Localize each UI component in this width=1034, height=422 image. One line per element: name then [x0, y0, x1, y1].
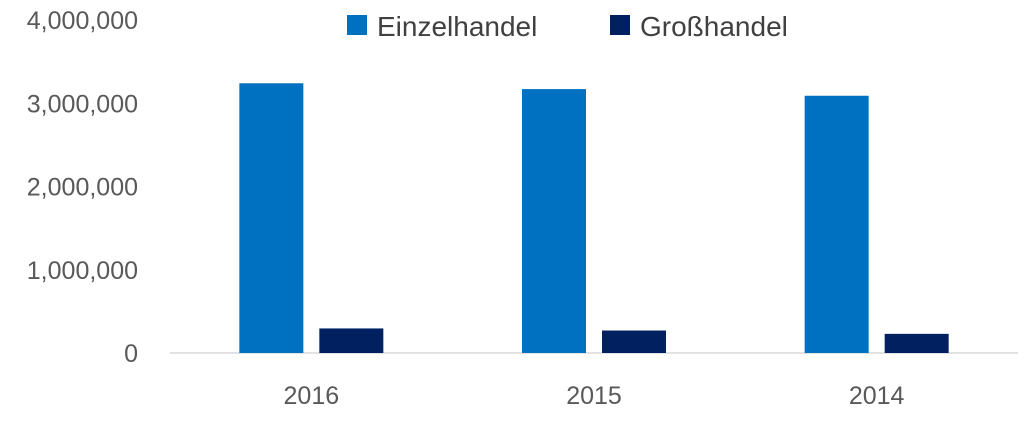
bar-2014-grosshandel: [884, 333, 949, 353]
x-tick-label: 2014: [849, 382, 905, 410]
y-tick-label: 2,000,000: [27, 174, 138, 202]
x-tick-label: 2015: [566, 382, 622, 410]
x-axis: 2016 2015 2014: [284, 382, 905, 410]
bar-2014-einzelhandel: [804, 95, 869, 353]
chart-legend: Einzelhandel Großhandel: [347, 11, 788, 42]
y-axis: 0 1,000,000 2,000,000 3,000,000 4,000,000: [27, 7, 138, 368]
legend-label-einzelhandel: Einzelhandel: [377, 11, 537, 42]
bar-2016-grosshandel: [319, 328, 384, 353]
y-tick-label: 1,000,000: [27, 257, 138, 285]
bar-2016-einzelhandel: [239, 83, 304, 354]
legend-swatch-grosshandel: [610, 15, 630, 35]
y-tick-label: 4,000,000: [27, 7, 138, 35]
bar-2015-grosshandel: [602, 330, 666, 353]
x-tick-label: 2016: [284, 382, 340, 410]
bar-2015-einzelhandel: [522, 89, 586, 353]
y-tick-label: 3,000,000: [27, 90, 138, 118]
y-tick-label: 0: [124, 340, 138, 368]
bars: [239, 83, 949, 354]
legend-label-grosshandel: Großhandel: [640, 11, 788, 42]
legend-swatch-einzelhandel: [347, 15, 367, 35]
